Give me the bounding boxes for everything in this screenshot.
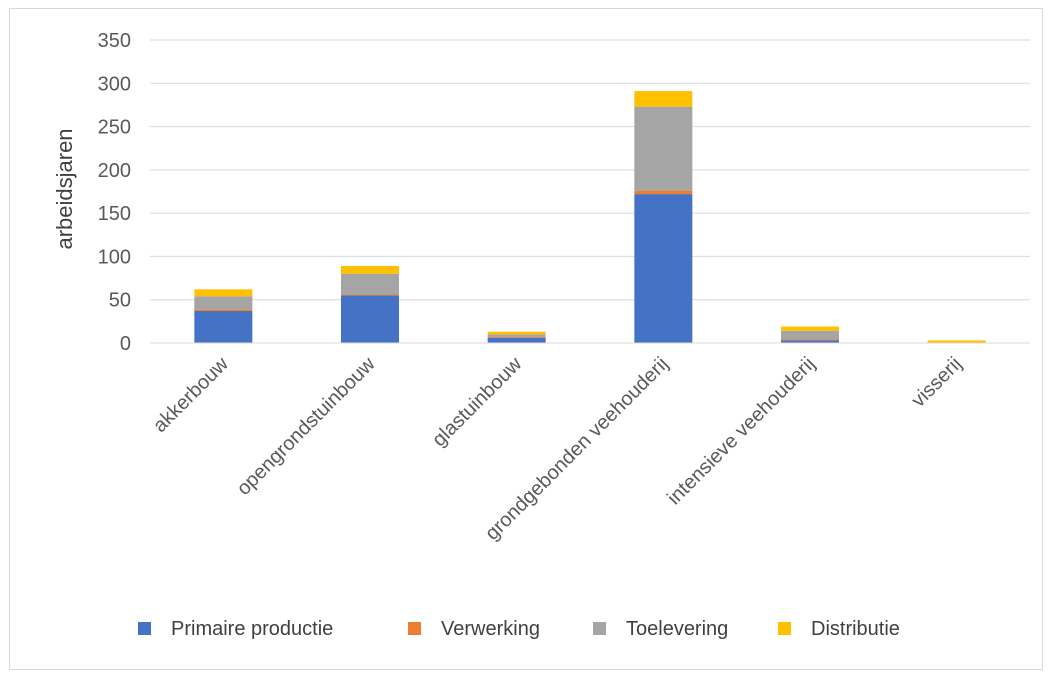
bar-segment bbox=[341, 295, 399, 343]
y-tick-label: 150 bbox=[98, 203, 131, 225]
x-tick-label: intensieve veehouderij bbox=[663, 353, 819, 509]
y-axis-ticks: 0 50 100 150 200 250 300 350 bbox=[98, 30, 131, 355]
bar-segment bbox=[194, 289, 253, 297]
legend-item: Toelevering bbox=[593, 618, 728, 640]
bar-segment bbox=[634, 190, 693, 195]
legend-item: Verwerking bbox=[408, 618, 540, 640]
bar-segment bbox=[341, 273, 399, 295]
bar-segment bbox=[194, 310, 253, 343]
bar-segment bbox=[341, 294, 399, 296]
legend-item: Primaire productie bbox=[138, 618, 333, 640]
bar-segment bbox=[781, 339, 839, 341]
legend-swatch bbox=[138, 622, 151, 635]
legend-label: Distributie bbox=[811, 618, 900, 640]
y-tick-label: 50 bbox=[109, 290, 131, 312]
bar-segment bbox=[487, 337, 546, 343]
x-tick-label: akkerbouw bbox=[149, 353, 233, 437]
x-tick-label: opengrondstuinbouw bbox=[233, 353, 380, 500]
legend-label: Primaire productie bbox=[171, 618, 333, 640]
chart-frame: 0 50 100 150 200 250 300 350 arbeidsjaren akker… bbox=[9, 8, 1043, 670]
bar-segment bbox=[487, 334, 546, 337]
bar-segment bbox=[487, 336, 546, 338]
legend-item: Distributie bbox=[778, 618, 900, 640]
y-tick-label: 0 bbox=[120, 333, 131, 355]
legend-label: Toelevering bbox=[626, 618, 728, 640]
y-tick-label: 100 bbox=[98, 246, 131, 268]
x-tick-label: visserij bbox=[907, 353, 966, 412]
legend: Primaire productie Verwerking Toelevering D… bbox=[138, 618, 900, 640]
legend-swatch bbox=[408, 622, 421, 635]
bars bbox=[194, 91, 986, 343]
bar-segment bbox=[634, 194, 693, 343]
y-axis-label: arbeidsjaren bbox=[52, 128, 77, 249]
y-tick-label: 200 bbox=[98, 160, 131, 182]
bar-segment bbox=[194, 296, 253, 310]
legend-label: Verwerking bbox=[441, 618, 540, 640]
bar-segment bbox=[781, 330, 839, 340]
legend-swatch bbox=[778, 622, 791, 635]
y-tick-label: 300 bbox=[98, 73, 131, 95]
bar-segment bbox=[634, 106, 693, 191]
y-tick-label: 350 bbox=[98, 30, 131, 52]
bar-segment bbox=[781, 326, 839, 331]
x-tick-label: glastuinbouw bbox=[428, 353, 527, 452]
bar-segment bbox=[341, 265, 399, 274]
bar-segment bbox=[487, 331, 546, 335]
stacked-bar-chart: 0 50 100 150 200 250 300 350 arbeidsjaren akker… bbox=[52, 30, 1030, 640]
x-axis-ticks: akkerbouw opengrondstuinbouw glastuinbouwg… bbox=[149, 353, 966, 545]
legend-swatch bbox=[593, 622, 606, 635]
bar-segment bbox=[781, 340, 839, 343]
y-tick-label: 250 bbox=[98, 117, 131, 139]
bar-segment bbox=[194, 309, 253, 311]
bar-segment bbox=[927, 340, 986, 343]
bar-segment bbox=[634, 91, 693, 107]
gridlines bbox=[150, 39, 1030, 301]
